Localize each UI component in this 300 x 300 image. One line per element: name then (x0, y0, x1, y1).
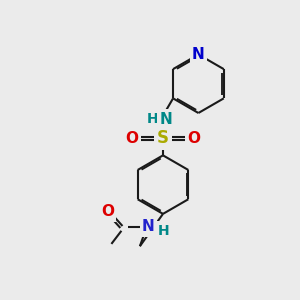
Text: O: O (126, 131, 139, 146)
Text: N: N (192, 47, 205, 62)
Text: H: H (158, 224, 170, 238)
Text: H: H (146, 112, 158, 126)
Text: N: N (142, 220, 155, 235)
Text: O: O (101, 204, 114, 219)
Text: O: O (187, 131, 200, 146)
Text: N: N (160, 112, 172, 127)
Text: S: S (157, 129, 169, 147)
